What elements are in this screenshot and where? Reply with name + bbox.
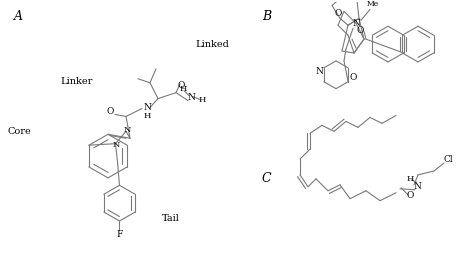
Text: F: F: [116, 230, 123, 239]
Text: Linker: Linker: [60, 77, 92, 86]
Text: N: N: [352, 19, 360, 28]
Text: O: O: [334, 9, 342, 18]
Text: O: O: [177, 81, 185, 90]
Text: Tail: Tail: [162, 214, 180, 223]
Text: Core: Core: [7, 127, 31, 136]
Text: O: O: [106, 107, 114, 116]
Text: Me: Me: [367, 1, 379, 9]
Text: O: O: [349, 73, 357, 82]
Text: N: N: [123, 126, 131, 134]
Text: O: O: [356, 26, 364, 35]
Text: A: A: [14, 10, 23, 23]
Text: N: N: [413, 182, 421, 191]
Text: H: H: [143, 112, 151, 120]
Text: B: B: [262, 10, 271, 23]
Text: C: C: [262, 172, 272, 185]
Text: N: N: [143, 103, 151, 112]
Text: N: N: [113, 141, 120, 149]
Text: N: N: [187, 93, 195, 102]
Text: O: O: [406, 191, 414, 200]
Text: Cl: Cl: [443, 155, 453, 164]
Text: Linked: Linked: [195, 39, 229, 49]
Text: N: N: [315, 67, 323, 76]
Text: H: H: [198, 95, 206, 104]
Text: H: H: [179, 85, 187, 93]
Text: H: H: [406, 175, 414, 183]
